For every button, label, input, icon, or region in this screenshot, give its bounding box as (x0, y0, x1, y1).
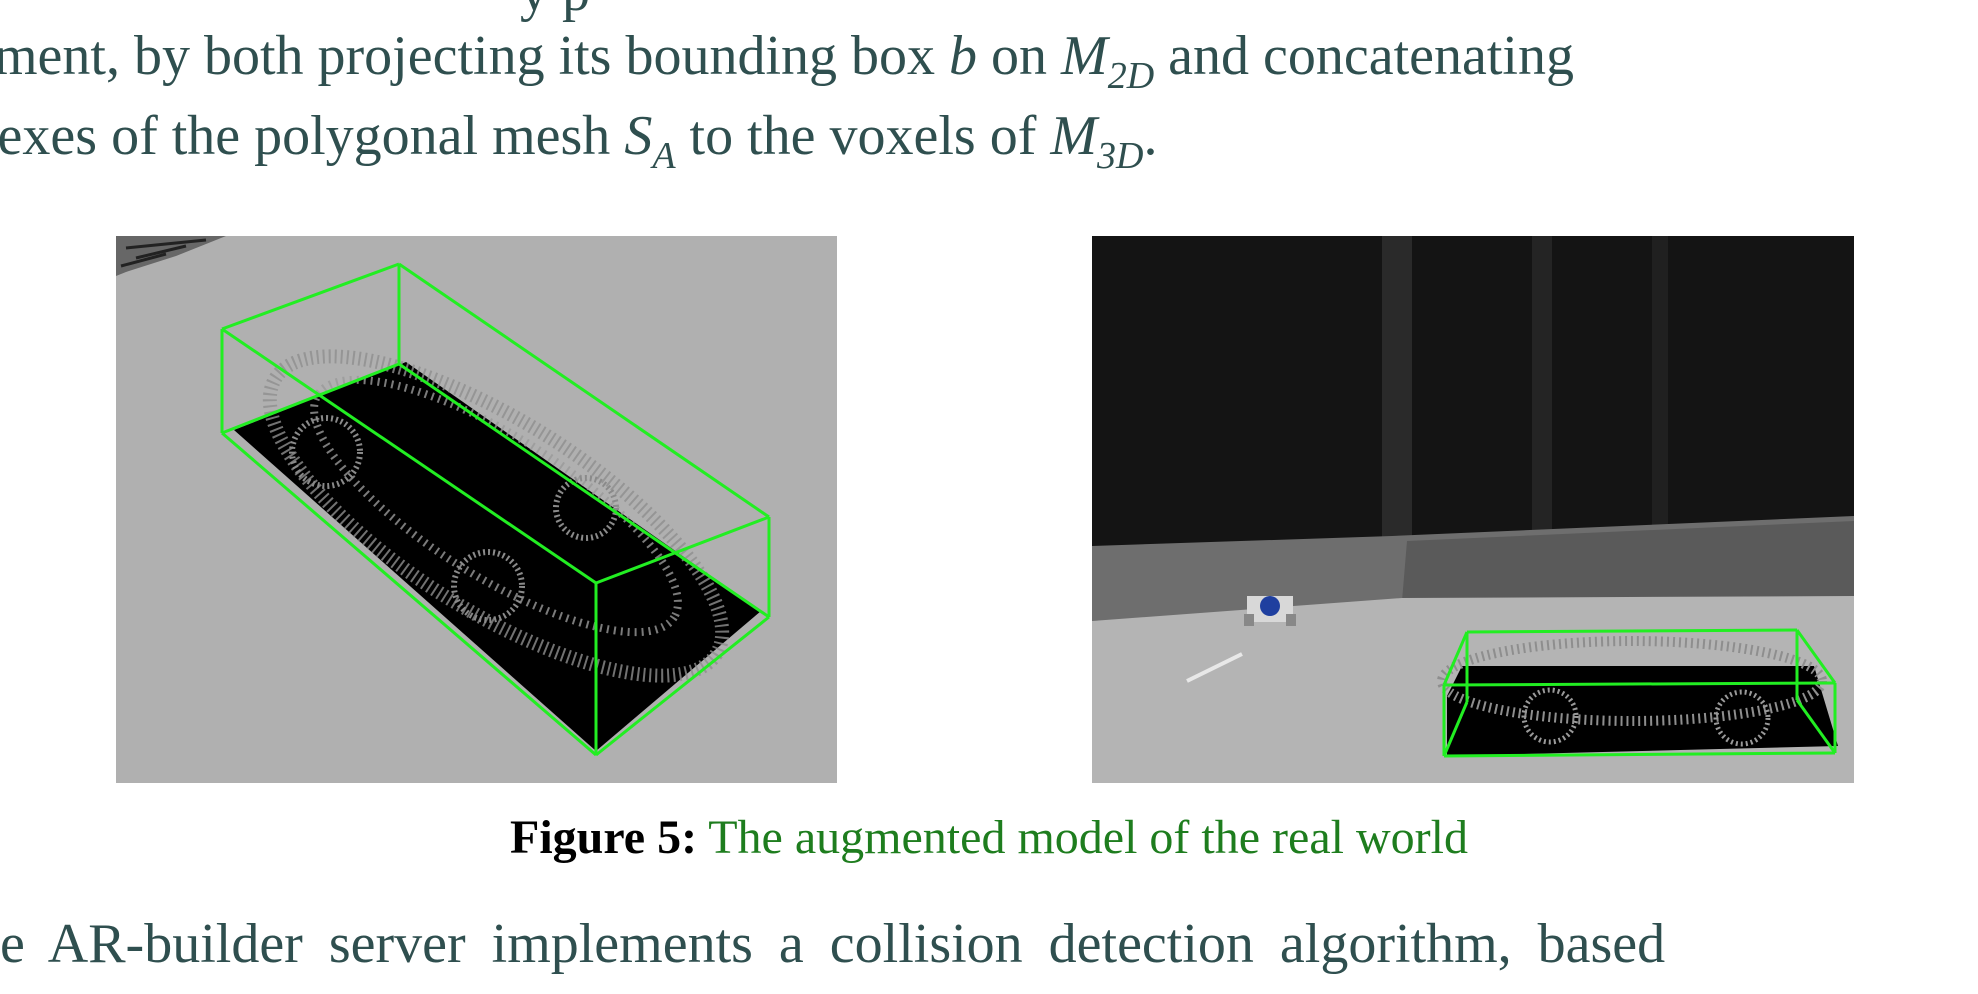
figure-right-street-scene (1092, 236, 1854, 783)
paragraph-line-2: texes of the polygonal mesh SA to the vo… (0, 104, 1158, 175)
cut-off-text-line: y p (520, 0, 590, 24)
math-subscript: 3D (1097, 135, 1144, 177)
cut-off-text: y p (520, 0, 590, 23)
math-symbol-s: S (624, 105, 653, 167)
math-symbol-b: b (949, 25, 978, 87)
text-run: texes of the polygonal mesh (0, 105, 625, 167)
text-run: to the voxels of (675, 105, 1051, 167)
math-symbol-m: M (1061, 25, 1108, 87)
next-paragraph-line: e AR-builder server implements a collisi… (0, 912, 1978, 976)
text-run: and concatenating (1154, 25, 1574, 87)
text-run: on (977, 25, 1062, 87)
figure-label: Figure 5: (510, 811, 698, 864)
figure-caption: Figure 5: The augmented model of the rea… (0, 808, 1978, 868)
next-paragraph-text: e AR-builder server implements a collisi… (0, 913, 1666, 975)
math-subscript: 2D (1107, 55, 1155, 97)
text-run: ment, by both projecting its bounding bo… (0, 25, 950, 87)
robot-marker (1244, 596, 1296, 626)
paragraph-line-1: ment, by both projecting its bounding bo… (0, 24, 1574, 95)
figure-left-image (116, 236, 837, 783)
text-run: . (1143, 105, 1158, 167)
figure-left-car-bounding-box (116, 236, 837, 783)
math-symbol-m: M (1050, 105, 1098, 167)
math-subscript: A (652, 135, 676, 177)
figure-caption-text: The augmented model of the real world (708, 811, 1468, 864)
figure-right-image (1092, 236, 1854, 783)
